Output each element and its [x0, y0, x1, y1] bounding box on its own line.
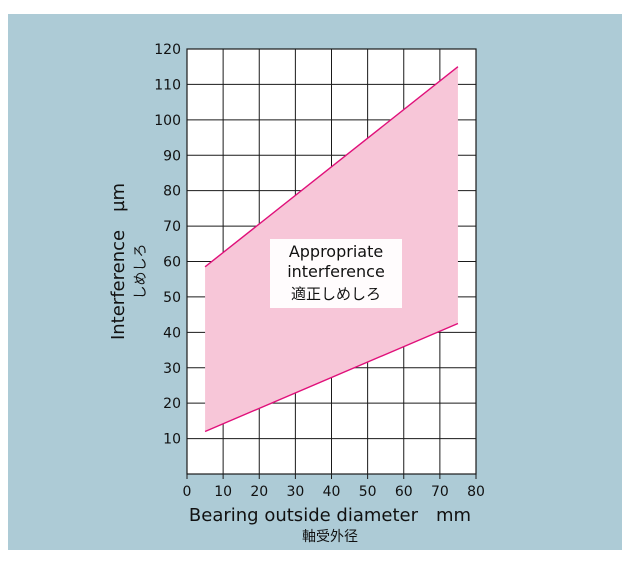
- band-label-background: [270, 239, 402, 308]
- y-tick-labels: 10 20 30 40 50 60 70 80 90 100 110 120: [154, 42, 181, 448]
- x-tick-label: 20: [250, 484, 268, 500]
- band-label-line: 適正しめしろ: [291, 285, 381, 303]
- x-tick-label: 0: [183, 484, 192, 500]
- x-tick-label: 10: [214, 484, 232, 500]
- y-tick-label: 80: [163, 184, 181, 200]
- x-tick-label: 70: [431, 484, 449, 500]
- y-tick-label: 60: [163, 255, 181, 271]
- y-tick-label: 90: [163, 148, 181, 164]
- x-axis-label-sub: 軸受外径: [302, 529, 358, 545]
- band-label-line: interference: [287, 262, 385, 281]
- interference-chart: 10 20 30 40 50 60 70 80 90 100 110 120 0 10 20 30 40 50 6…: [108, 42, 485, 545]
- x-tick-labels: 0 10 20 30 40 50 60 70 80: [183, 474, 485, 500]
- x-tick-label: 50: [359, 484, 377, 500]
- x-tick-label: 40: [323, 484, 341, 500]
- y-tick-label: 20: [163, 396, 181, 412]
- y-tick-label: 120: [154, 42, 181, 58]
- y-tick-label: 40: [163, 325, 181, 341]
- y-tick-label: 110: [154, 77, 181, 93]
- x-tick-label: 30: [286, 484, 304, 500]
- x-tick-label: 80: [467, 484, 485, 500]
- y-tick-label: 70: [163, 219, 181, 235]
- y-tick-label: 10: [163, 432, 181, 448]
- y-axis-label: Interference µm: [108, 183, 129, 340]
- band-label-line: Appropriate: [289, 242, 383, 261]
- x-axis-label: Bearing outside diameter mm: [189, 505, 471, 526]
- boundary-lines: [204, 66, 459, 433]
- y-tick-label: 30: [163, 361, 181, 377]
- figure-panel: 10 20 30 40 50 60 70 80 90 100 110 120 0 10 20 30 40 50 6…: [8, 14, 622, 550]
- y-tick-label: 50: [163, 290, 181, 306]
- lower-limit-line: [204, 322, 459, 433]
- y-tick-label: 100: [154, 113, 181, 129]
- x-tick-label: 60: [395, 484, 413, 500]
- upper-limit-line: [204, 66, 459, 268]
- y-axis-label-sub: しめしろ: [133, 244, 149, 300]
